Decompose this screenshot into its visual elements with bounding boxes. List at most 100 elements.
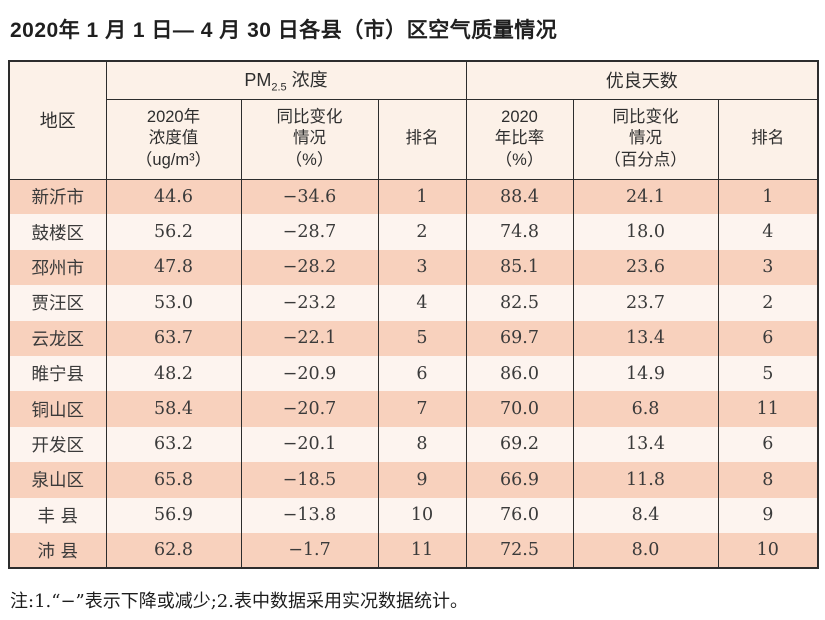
ratio-rank-cell: 9 [717, 497, 819, 533]
ratio-rank-cell: 4 [717, 214, 819, 250]
header-pm-change: 同比变化 情况 （%） [240, 99, 379, 180]
pm-rank-cell: 2 [377, 214, 467, 250]
header-ratio: 2020 年比率 （%） [465, 99, 574, 180]
ratio-rank-cell: 6 [717, 320, 819, 356]
pm-rank-cell: 10 [377, 497, 467, 533]
pm-change-cell: −1.7 [240, 532, 379, 569]
region-cell: 铜山区 [8, 391, 107, 427]
pm-rank-cell: 9 [377, 462, 467, 498]
pm-rank-cell: 1 [377, 179, 467, 215]
ratio-rank-cell: 10 [717, 532, 819, 569]
pm-rank-cell: 6 [377, 355, 467, 392]
pm-change-cell: −28.2 [240, 249, 379, 286]
table-row: 铜山区 58.4 −20.7 7 70.0 6.8 11 [8, 391, 819, 427]
table-row: 丰 县 56.9 −13.8 10 76.0 8.4 9 [8, 497, 819, 533]
ratio-change-cell: 8.4 [572, 497, 719, 533]
ratio-rank-cell: 3 [717, 249, 819, 286]
region-cell: 睢宁县 [8, 355, 107, 392]
table-row: 新沂市 44.6 −34.6 1 88.4 24.1 1 [8, 179, 819, 215]
table-body: 新沂市 44.6 −34.6 1 88.4 24.1 1 鼓楼区 56.2 −2… [8, 179, 819, 569]
pm-change-cell: −18.5 [240, 462, 379, 498]
table-row: 贾汪区 53.0 −23.2 4 82.5 23.7 2 [8, 285, 819, 321]
region-cell: 贾汪区 [8, 285, 107, 321]
table-row: 鼓楼区 56.2 −28.7 2 74.8 18.0 4 [8, 214, 819, 250]
pm-value-cell: 65.8 [105, 462, 242, 498]
pm25-label: PM2.5 浓度 [244, 70, 328, 95]
ratio-cell: 69.2 [465, 426, 574, 463]
table-header: 地区 PM2.5 浓度 优良天数 2020年 浓度值 （ug/m³） 同比变化 … [8, 61, 819, 180]
pm-change-cell: −23.2 [240, 285, 379, 321]
pm-change-cell: −34.6 [240, 179, 379, 215]
pm-change-cell: −22.1 [240, 320, 379, 356]
pm-value-cell: 63.2 [105, 426, 242, 463]
ratio-cell: 86.0 [465, 355, 574, 392]
ratio-change-cell: 6.8 [572, 391, 719, 427]
ratio-cell: 70.0 [465, 391, 574, 427]
ratio-change-cell: 23.6 [572, 249, 719, 286]
pm-value-cell: 56.2 [105, 214, 242, 250]
ratio-change-cell: 14.9 [572, 355, 719, 392]
header-ratio-rank: 排名 [717, 99, 819, 180]
table-row: 邳州市 47.8 −28.2 3 85.1 23.6 3 [8, 249, 819, 286]
pm-rank-cell: 5 [377, 320, 467, 356]
region-cell: 泉山区 [8, 462, 107, 498]
pm-rank-cell: 7 [377, 391, 467, 427]
region-cell: 云龙区 [8, 320, 107, 356]
table-row: 沛 县 62.8 −1.7 11 72.5 8.0 10 [8, 532, 819, 569]
pm-change-cell: −20.7 [240, 391, 379, 427]
ratio-change-cell: 24.1 [572, 179, 719, 215]
ratio-cell: 76.0 [465, 497, 574, 533]
page-title: 2020年 1 月 1 日— 4 月 30 日各县（市）区空气质量情况 [10, 19, 558, 42]
footnote: 注:1.“−”表示下降或减少;2.表中数据采用实况数据统计。 [10, 591, 468, 613]
pm-value-cell: 47.8 [105, 249, 242, 286]
region-cell: 丰 县 [8, 497, 107, 533]
table-row: 开发区 63.2 −20.1 8 69.2 13.4 6 [8, 426, 819, 463]
ratio-rank-cell: 5 [717, 355, 819, 392]
region-cell: 开发区 [8, 426, 107, 463]
pm-change-cell: −28.7 [240, 214, 379, 250]
ratio-change-cell: 11.8 [572, 462, 719, 498]
pm-rank-cell: 4 [377, 285, 467, 321]
header-ratio-change: 同比变化 情况 （百分点） [572, 99, 719, 180]
pm-value-cell: 62.8 [105, 532, 242, 569]
table-row: 云龙区 63.7 −22.1 5 69.7 13.4 6 [8, 320, 819, 356]
ratio-cell: 74.8 [465, 214, 574, 250]
header-pm25-group: PM2.5 浓度 [105, 61, 467, 100]
ratio-change-cell: 23.7 [572, 285, 719, 321]
table-row: 泉山区 65.8 −18.5 9 66.9 11.8 8 [8, 462, 819, 498]
pm-rank-cell: 11 [377, 532, 467, 569]
pm-change-cell: −13.8 [240, 497, 379, 533]
pm-rank-cell: 3 [377, 249, 467, 286]
ratio-rank-cell: 8 [717, 462, 819, 498]
ratio-cell: 72.5 [465, 532, 574, 569]
pm-rank-cell: 8 [377, 426, 467, 463]
region-cell: 新沂市 [8, 179, 107, 215]
header-row-groups: 地区 PM2.5 浓度 优良天数 [8, 61, 819, 180]
ratio-rank-cell: 6 [717, 426, 819, 463]
pm-value-cell: 56.9 [105, 497, 242, 533]
air-quality-table: 地区 PM2.5 浓度 优良天数 2020年 浓度值 （ug/m³） 同比变化 … [8, 60, 820, 570]
pm-change-cell: −20.1 [240, 426, 379, 463]
ratio-change-cell: 13.4 [572, 320, 719, 356]
region-cell: 沛 县 [8, 532, 107, 569]
header-good-days-group: 优良天数 [465, 61, 819, 100]
region-cell: 邳州市 [8, 249, 107, 286]
ratio-cell: 66.9 [465, 462, 574, 498]
table-row: 睢宁县 48.2 −20.9 6 86.0 14.9 5 [8, 355, 819, 392]
pm-value-cell: 44.6 [105, 179, 242, 215]
pm-value-cell: 63.7 [105, 320, 242, 356]
ratio-cell: 88.4 [465, 179, 574, 215]
ratio-rank-cell: 1 [717, 179, 819, 215]
pm-value-cell: 48.2 [105, 355, 242, 392]
ratio-rank-cell: 11 [717, 391, 819, 427]
header-row-subs: 2020年 浓度值 （ug/m³） 同比变化 情况 （%） 排名 2020 年比… [9, 99, 819, 180]
header-region: 地区 [8, 61, 107, 180]
region-cell: 鼓楼区 [8, 214, 107, 250]
ratio-change-cell: 13.4 [572, 426, 719, 463]
ratio-cell: 85.1 [465, 249, 574, 286]
ratio-cell: 69.7 [465, 320, 574, 356]
pm-value-cell: 53.0 [105, 285, 242, 321]
header-concentration: 2020年 浓度值 （ug/m³） [105, 99, 242, 180]
ratio-change-cell: 8.0 [572, 532, 719, 569]
